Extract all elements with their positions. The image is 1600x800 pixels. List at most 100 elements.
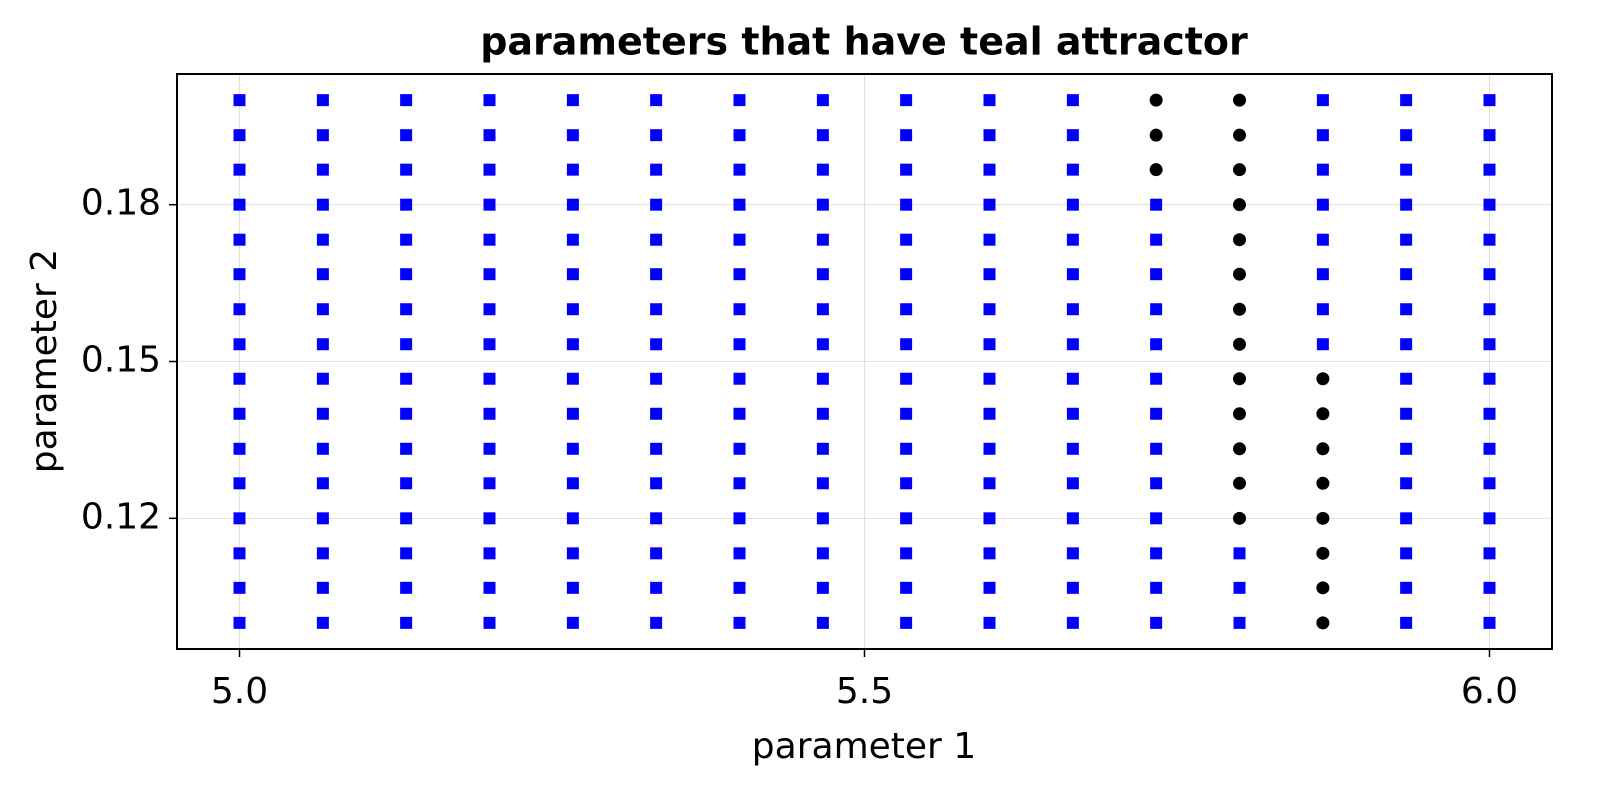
square-marker xyxy=(983,512,996,525)
circle-marker xyxy=(1316,372,1330,386)
square-marker xyxy=(483,547,496,560)
square-marker xyxy=(400,547,413,560)
square-marker xyxy=(316,512,329,525)
square-marker xyxy=(316,268,329,281)
circle-marker xyxy=(1316,407,1330,421)
square-marker xyxy=(650,442,663,455)
circle-marker xyxy=(1233,337,1246,351)
square-marker xyxy=(1066,616,1079,629)
square-marker xyxy=(816,163,829,176)
square-marker xyxy=(983,233,996,246)
circle-marker xyxy=(1233,476,1246,490)
square-marker xyxy=(233,477,246,490)
square-marker xyxy=(400,616,413,629)
circle-marker xyxy=(1316,616,1330,630)
square-marker xyxy=(233,581,246,594)
square-marker xyxy=(1400,442,1413,455)
square-marker xyxy=(733,477,746,490)
square-marker xyxy=(400,233,413,246)
square-marker xyxy=(650,198,663,211)
square-marker xyxy=(650,616,663,629)
square-marker xyxy=(1150,303,1163,316)
square-marker xyxy=(1483,163,1496,176)
square-marker xyxy=(1483,268,1496,281)
square-marker xyxy=(900,233,913,246)
square-marker xyxy=(1233,581,1246,594)
square-marker xyxy=(233,512,246,525)
square-marker xyxy=(483,616,496,629)
square-marker xyxy=(400,94,413,107)
square-marker xyxy=(733,198,746,211)
square-marker xyxy=(316,198,329,211)
circle-marker xyxy=(1149,163,1163,177)
square-marker xyxy=(233,94,246,107)
square-marker xyxy=(1316,233,1329,246)
square-marker xyxy=(816,616,829,629)
square-marker xyxy=(900,581,913,594)
square-marker xyxy=(483,581,496,594)
square-marker xyxy=(983,303,996,316)
square-marker xyxy=(1150,581,1163,594)
square-marker xyxy=(483,163,496,176)
square-marker xyxy=(1233,547,1246,560)
square-marker xyxy=(566,547,579,560)
square-marker xyxy=(900,338,913,351)
square-marker xyxy=(983,616,996,629)
square-marker xyxy=(733,129,746,142)
square-marker xyxy=(733,547,746,560)
square-marker xyxy=(900,372,913,385)
square-marker xyxy=(1066,303,1079,316)
square-marker xyxy=(1066,477,1079,490)
square-marker xyxy=(900,616,913,629)
square-marker xyxy=(816,233,829,246)
square-marker xyxy=(733,407,746,420)
square-marker xyxy=(566,442,579,455)
square-marker xyxy=(650,268,663,281)
square-marker xyxy=(650,94,663,107)
square-marker xyxy=(1400,407,1413,420)
circle-marker xyxy=(1233,198,1246,212)
square-marker xyxy=(983,407,996,420)
square-marker xyxy=(483,338,496,351)
square-marker xyxy=(816,581,829,594)
square-marker xyxy=(1150,512,1163,525)
square-marker xyxy=(316,372,329,385)
circle-marker xyxy=(1233,267,1246,281)
square-marker xyxy=(483,268,496,281)
square-marker xyxy=(816,372,829,385)
square-marker xyxy=(733,512,746,525)
circle-marker xyxy=(1233,511,1246,525)
square-marker xyxy=(400,477,413,490)
square-marker xyxy=(1400,129,1413,142)
square-marker xyxy=(650,163,663,176)
circle-marker xyxy=(1149,128,1163,142)
square-marker xyxy=(650,303,663,316)
square-marker xyxy=(566,372,579,385)
circle-marker xyxy=(1316,476,1330,490)
square-marker xyxy=(400,407,413,420)
square-marker xyxy=(816,268,829,281)
square-marker xyxy=(1316,303,1329,316)
square-marker xyxy=(1066,581,1079,594)
square-marker xyxy=(816,512,829,525)
square-marker xyxy=(816,407,829,420)
square-marker xyxy=(1400,547,1413,560)
square-marker xyxy=(1150,233,1163,246)
square-marker xyxy=(900,547,913,560)
square-marker xyxy=(483,129,496,142)
square-marker xyxy=(983,198,996,211)
square-marker xyxy=(1066,129,1079,142)
square-marker xyxy=(733,616,746,629)
square-marker xyxy=(1150,372,1163,385)
square-marker xyxy=(566,233,579,246)
x-tick-label: 5.0 xyxy=(211,671,268,712)
square-marker xyxy=(1066,338,1079,351)
square-marker xyxy=(233,442,246,455)
square-marker xyxy=(733,303,746,316)
circle-marker xyxy=(1233,93,1246,107)
square-marker xyxy=(483,198,496,211)
square-marker xyxy=(900,129,913,142)
square-marker xyxy=(733,442,746,455)
square-marker xyxy=(566,512,579,525)
